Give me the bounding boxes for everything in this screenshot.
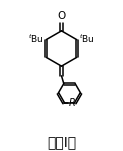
Text: R: R — [68, 98, 75, 108]
Text: $^t$Bu: $^t$Bu — [79, 32, 95, 45]
Text: $^t$Bu: $^t$Bu — [28, 32, 44, 45]
Text: 式（I）: 式（I） — [47, 135, 76, 149]
Text: O: O — [57, 11, 66, 21]
